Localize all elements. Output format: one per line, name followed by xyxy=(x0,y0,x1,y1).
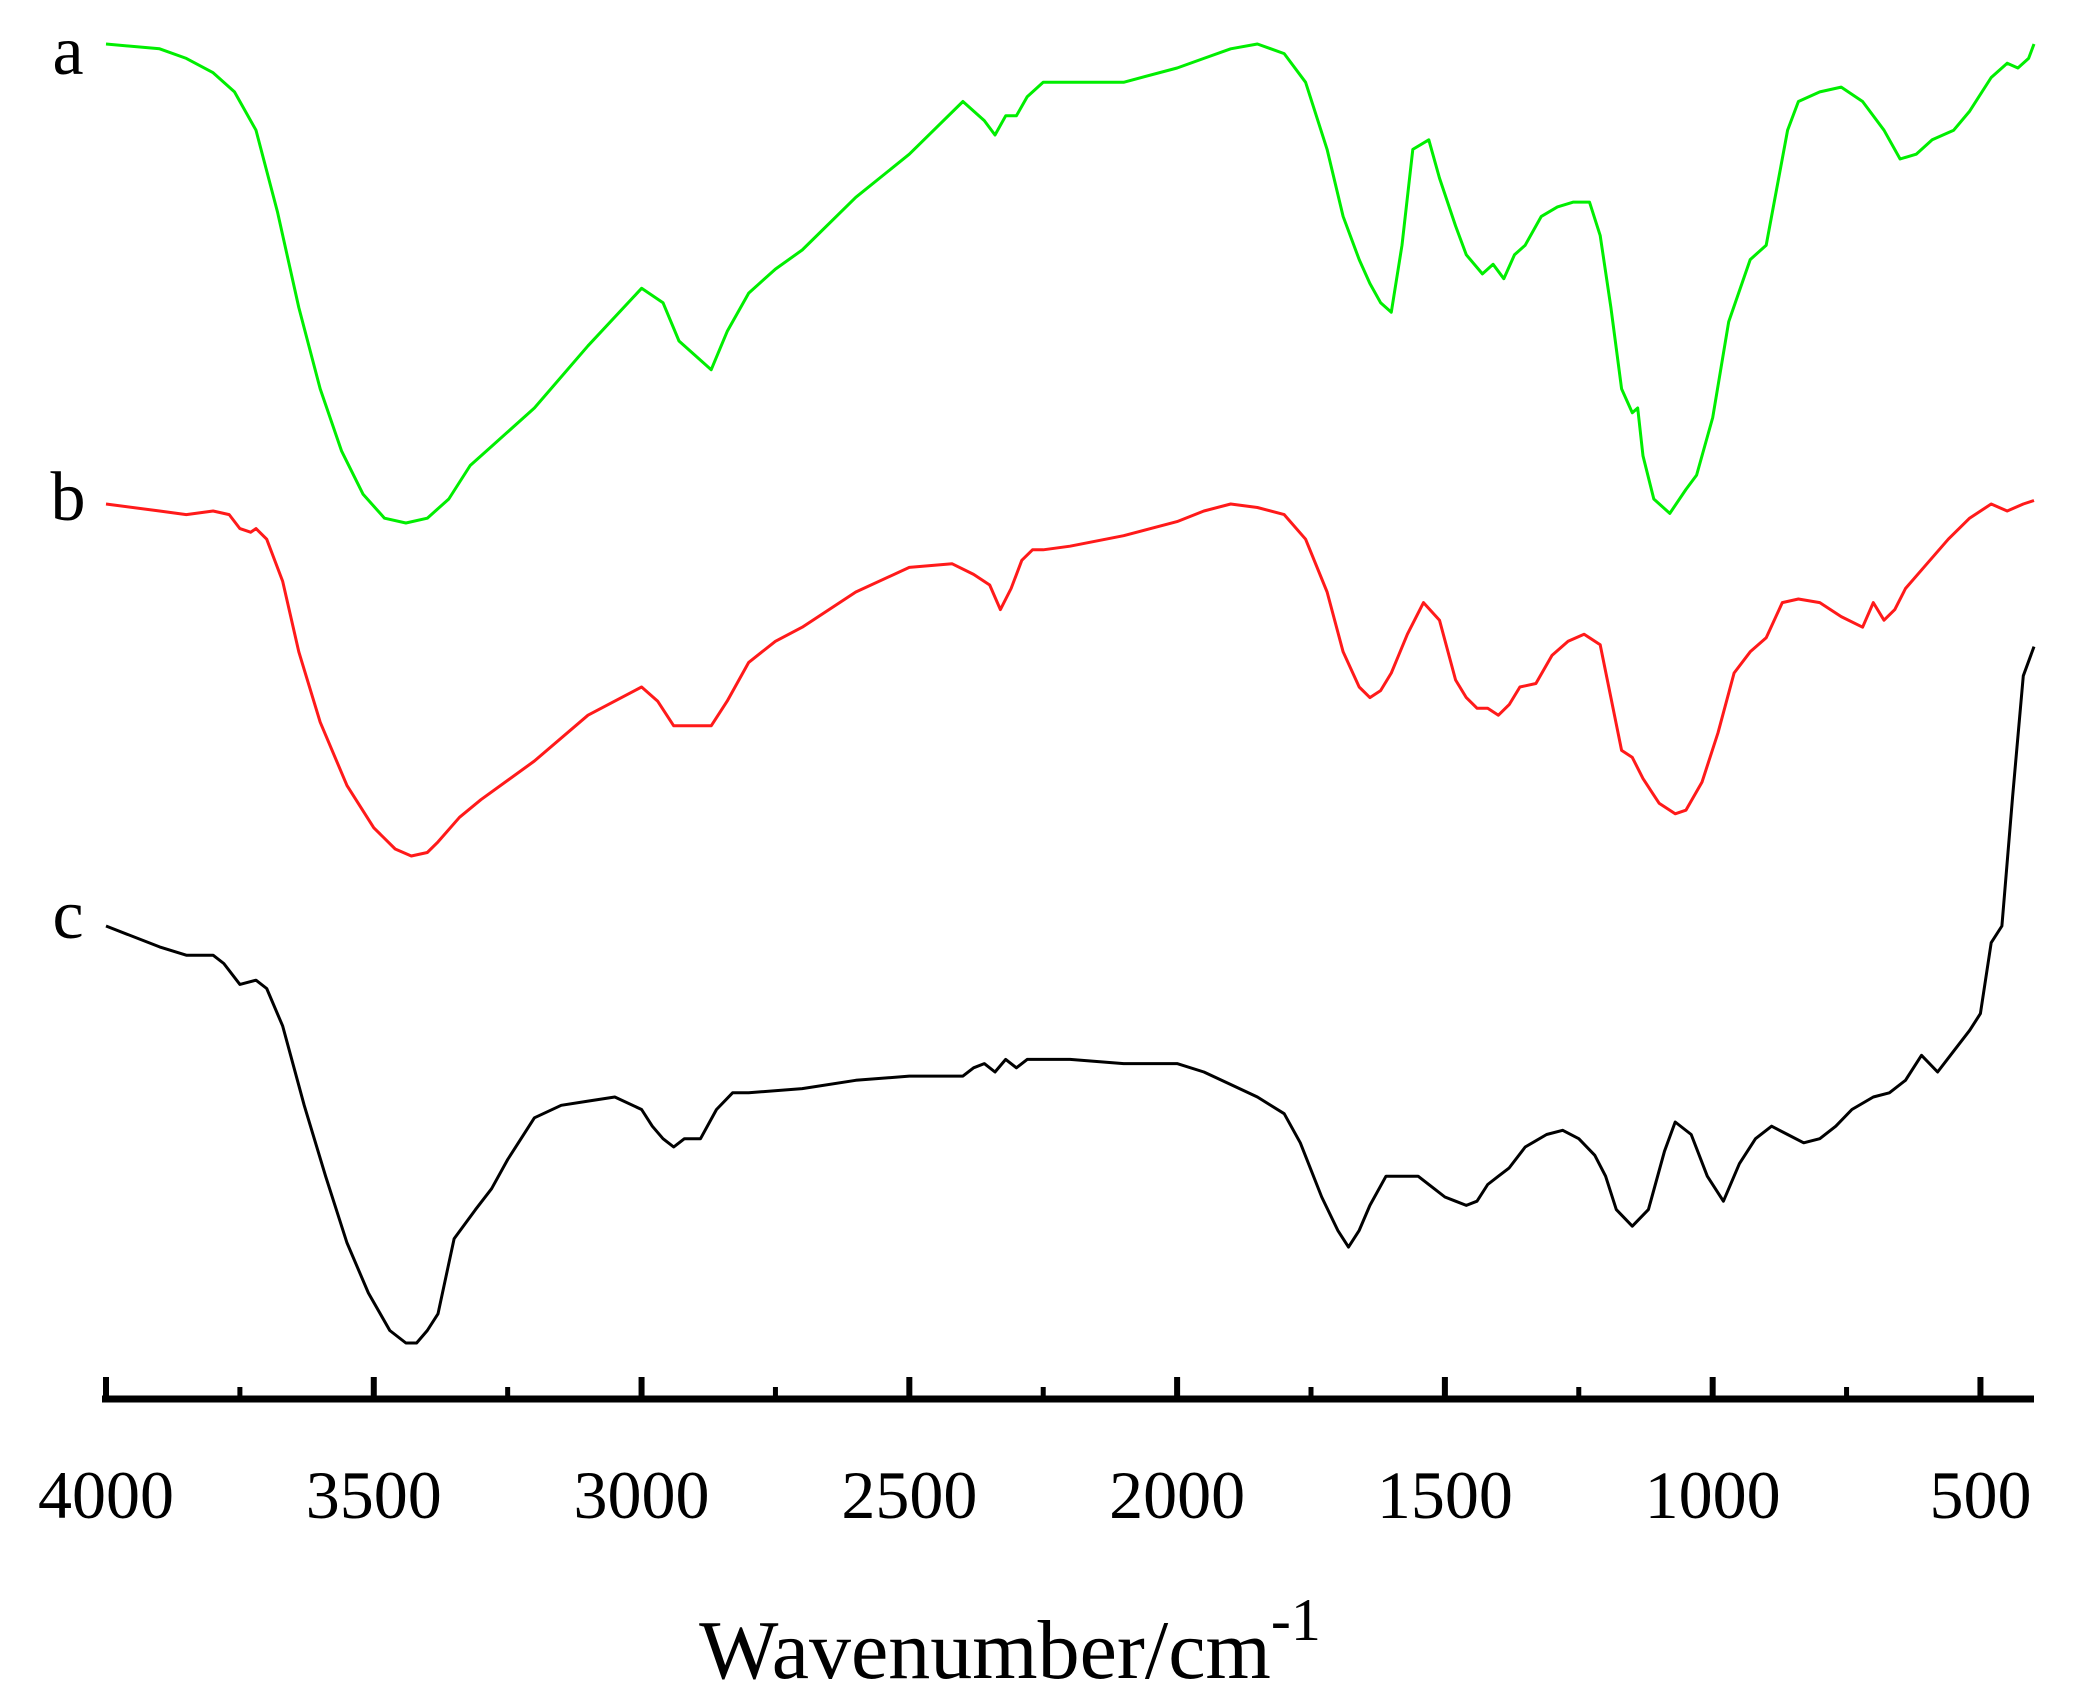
series-label-a: a xyxy=(52,13,83,90)
x-axis-title: Wavenumber/cm-1 xyxy=(699,1587,1321,1697)
series-layer: a b c xyxy=(51,13,2036,1345)
x-tick-label: 1000 xyxy=(1645,1457,1781,1533)
x-tick-label: 2000 xyxy=(1109,1457,1245,1533)
x-tick-label: 500 xyxy=(1929,1457,2031,1533)
series-line-a xyxy=(105,42,2036,525)
series-label-b: b xyxy=(51,459,86,536)
x-tick-label: 3500 xyxy=(306,1457,442,1533)
x-tick-label: 1500 xyxy=(1377,1457,1513,1533)
x-axis-title-superscript: -1 xyxy=(1271,1587,1321,1653)
series-label-c: c xyxy=(52,877,83,954)
x-tick-label: 2500 xyxy=(841,1457,977,1533)
x-tick-label: 3000 xyxy=(574,1457,710,1533)
x-axis-title-text: Wavenumber/cm xyxy=(699,1604,1271,1697)
series-line-c xyxy=(105,646,2036,1345)
series-line-b xyxy=(105,499,2035,858)
x-tick-layer: 4000 3500 3000 2500 2000 1500 1000 500 xyxy=(38,1377,2031,1533)
x-tick-label: 4000 xyxy=(38,1457,174,1533)
